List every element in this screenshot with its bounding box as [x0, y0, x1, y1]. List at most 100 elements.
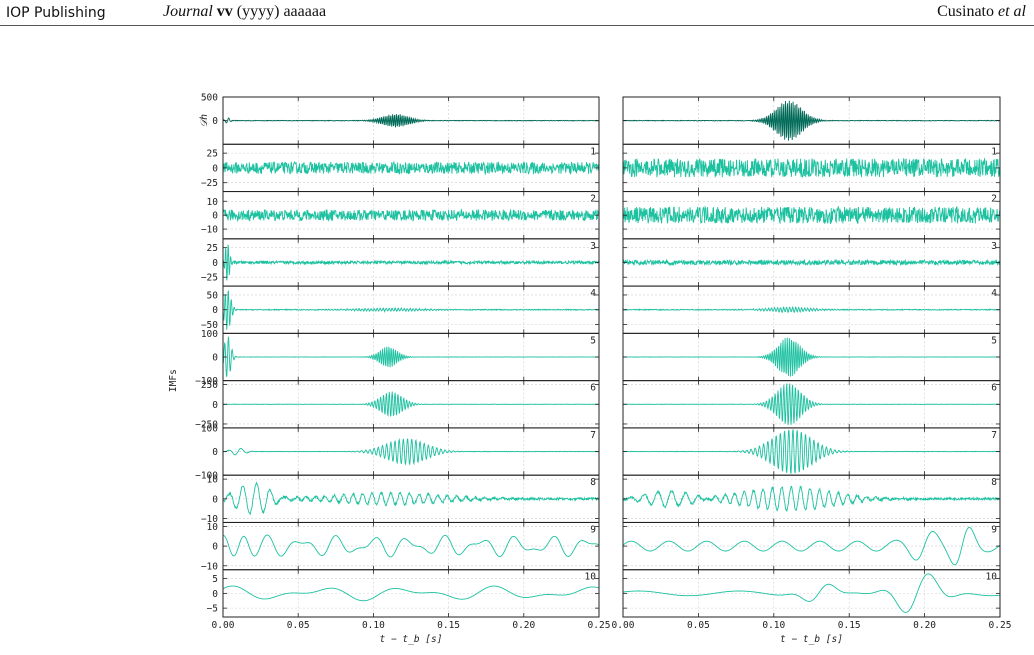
series-line-right-8: [622, 485, 1001, 512]
header-rule: [0, 25, 1034, 26]
panel-label-2: 2: [590, 194, 596, 205]
panel-right-2: 2: [622, 191, 1001, 240]
panel-label-8: 8: [991, 477, 997, 488]
panel-right-8: 8: [622, 474, 1001, 523]
page-header: IOP Publishing Journal vv (yyyy) aaaaaa …: [0, 0, 1034, 30]
panel-right-4: 4: [622, 285, 1001, 334]
panel-label-6: 6: [590, 383, 596, 394]
series-line-left-7: [222, 438, 600, 466]
x-tick-label: 0.10: [762, 620, 785, 631]
panel-label-6: 6: [991, 383, 997, 394]
panel-left-3: 25 0 −25 3: [201, 238, 600, 287]
panel-label-1: 1: [991, 146, 997, 157]
panel-label-9: 9: [991, 524, 997, 535]
x-tick-label: 0.20: [913, 620, 936, 631]
panel-label-5: 5: [991, 335, 997, 346]
series-line-left-4: [222, 290, 600, 330]
y-tick-label: 0: [212, 116, 218, 127]
panel-label-7: 7: [590, 430, 596, 441]
authors-name: Cusinato: [937, 3, 998, 20]
y-tick-label: 0: [212, 589, 218, 600]
panel-right-9: 9: [622, 521, 1001, 571]
y-tick-label: 0: [212, 494, 218, 505]
panel-right-7: 7: [622, 427, 1001, 476]
y-tick-label: −25: [201, 178, 218, 189]
panel-right-6: 6: [622, 380, 1001, 429]
series-line-left-signal: [222, 114, 600, 128]
y-tick-label: 250: [201, 380, 218, 391]
panel-label-3: 3: [991, 241, 997, 252]
series-line-left-1: [222, 160, 600, 176]
series-line-right-4: [623, 306, 1001, 314]
y-tick-label: −25: [201, 273, 218, 284]
y-tick-label: 0: [212, 447, 218, 458]
y-tick-label: 0: [212, 258, 218, 269]
y-tick-label: −50: [201, 320, 218, 331]
authors: Cusinato et al: [937, 3, 1026, 21]
panel-left-6: 250 0 −250 6: [195, 380, 600, 430]
series-line-left-8: [222, 481, 600, 516]
y-tick-label: 10: [207, 475, 219, 486]
x-tick-label: 0.10: [362, 620, 385, 631]
series-line-left-5: [222, 336, 600, 377]
series-line-right-9: [622, 526, 1001, 566]
x-tick-label: 0.15: [838, 620, 861, 631]
y-tick-label: 0: [212, 353, 218, 364]
y-tick-label: −100: [195, 376, 218, 387]
journal-name: Journal: [163, 3, 213, 20]
y-axis-label-imfs: IMFs: [168, 369, 179, 392]
y-tick-label: 10: [207, 522, 219, 533]
panel-left-7: 100 0 −100 7: [195, 423, 600, 482]
x-tick-label: 0.25: [989, 620, 1012, 631]
authors-etal: et al: [998, 3, 1026, 20]
panel-label-1: 1: [590, 146, 596, 157]
series-line-right-2: [622, 205, 1001, 225]
y-tick-label: 0: [212, 400, 218, 411]
x-tick-label: 0.20: [512, 620, 535, 631]
panel-right-1: 1: [622, 143, 1001, 193]
panel-label-10: 10: [585, 572, 597, 583]
series-line-right-10: [622, 573, 1001, 613]
x-axis-label: t − t_b [s]: [380, 634, 443, 645]
y-tick-label: −250: [195, 419, 218, 430]
panel-left-4: 50 0 −50 4: [201, 285, 600, 334]
x-tick-label: 0.25: [588, 620, 611, 631]
panel-right-signal: [622, 96, 1001, 145]
panel-left-signal: 500 0: [201, 93, 600, 145]
panel-label-4: 4: [590, 288, 596, 299]
series-line-left-6: [222, 391, 600, 417]
journal-volume: vv: [216, 3, 233, 20]
panel-left-9: 10 0 −10 9: [201, 522, 600, 572]
x-tick-label: 0.05: [687, 620, 710, 631]
x-tick-label: 0.00: [212, 620, 235, 631]
panel-label-5: 5: [590, 335, 596, 346]
y-tick-label: −10: [201, 561, 218, 572]
y-tick-label: 5: [212, 574, 218, 585]
journal-reference: Journal vv (yyyy) aaaaaa: [163, 3, 326, 21]
y-tick-label: 10: [207, 197, 219, 208]
panel-label-8: 8: [590, 477, 596, 488]
series-line-left-9: [222, 534, 600, 558]
panel-left-2: 10 0 −10 2: [201, 191, 600, 240]
x-tick-label: 0.15: [437, 620, 460, 631]
y-tick-label: 100: [201, 423, 218, 434]
series-line-left-3: [222, 244, 600, 281]
y-tick-label: 50: [207, 290, 219, 301]
x-tick-label: 0.00: [612, 620, 635, 631]
panel-label-2: 2: [991, 194, 997, 205]
y-tick-label: 25: [207, 149, 218, 160]
panel-label-4: 4: [991, 288, 997, 299]
panel-label-9: 9: [590, 524, 596, 535]
panel-left-5: 100 0 −100 5: [195, 329, 600, 387]
panel-right-3: 3: [622, 238, 1001, 287]
y-tick-label: 25: [207, 243, 218, 254]
y-tick-label: 500: [201, 93, 218, 104]
publisher-name: IOP Publishing: [6, 5, 106, 21]
panel-left-8: 10 0 −10 8: [201, 475, 600, 525]
panel-label-3: 3: [590, 241, 596, 252]
series-line-right-5: [622, 337, 1001, 377]
y-tick-label: 0: [212, 305, 218, 316]
panel-right-5: 5: [622, 332, 1001, 382]
series-line-left-2: [222, 208, 600, 223]
